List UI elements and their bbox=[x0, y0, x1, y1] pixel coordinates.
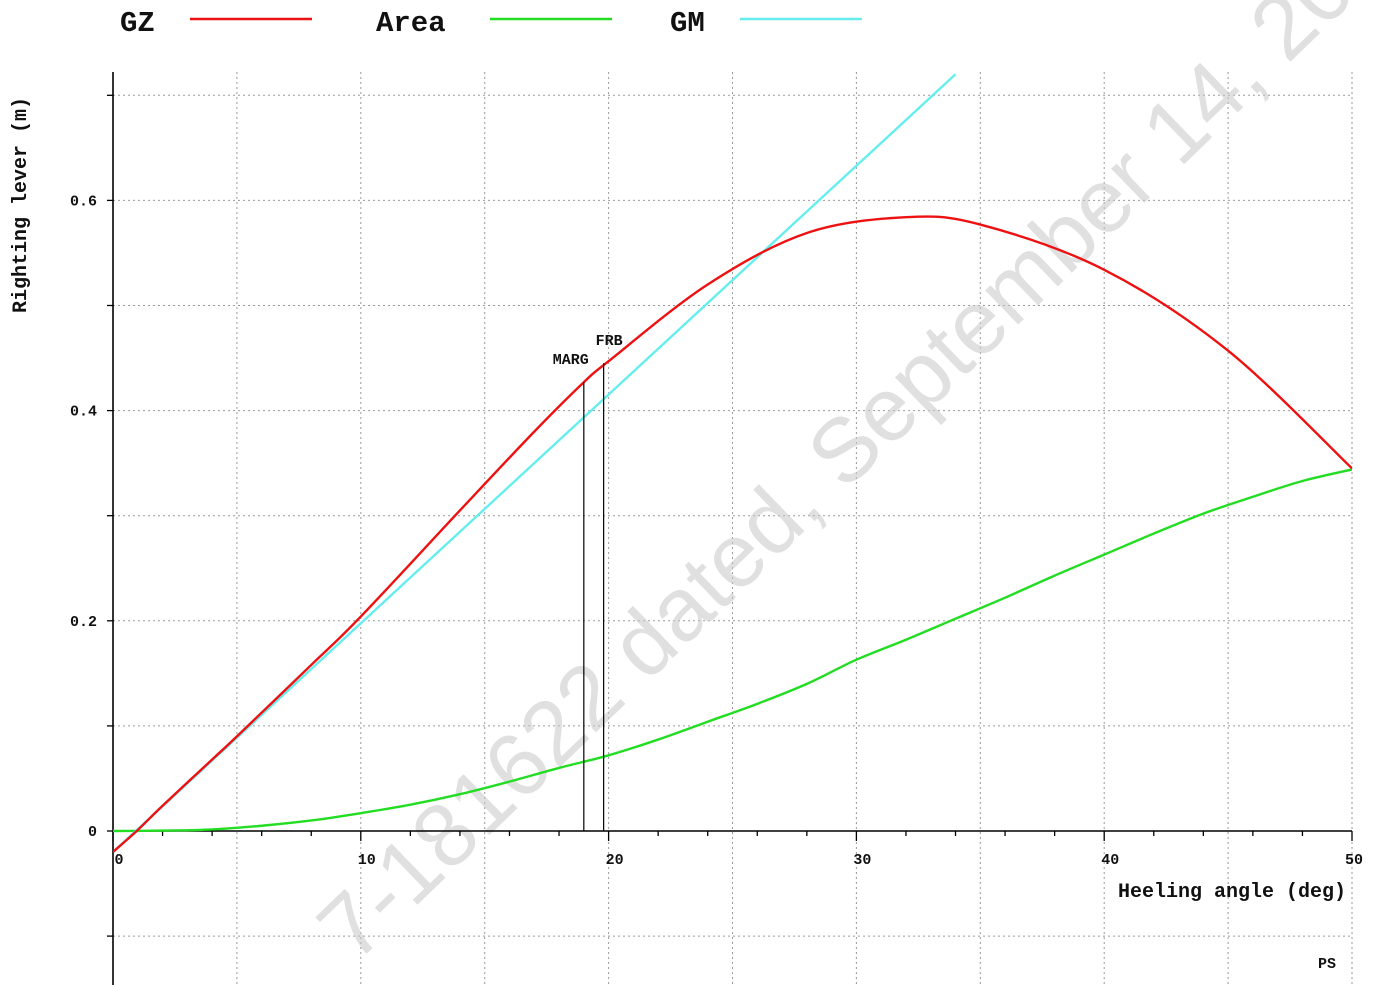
y-tick-label: 0.4 bbox=[70, 404, 97, 421]
series bbox=[113, 73, 1352, 853]
marker-label-marg: MARG bbox=[553, 352, 589, 369]
legend-label-gz: GZ bbox=[120, 7, 155, 40]
axes: 0 10 20 30 40 50 0 0.2 0.4 0.6 bbox=[70, 72, 1363, 985]
y-axis-title: Righting lever (m) bbox=[10, 97, 33, 313]
y-tick-label: 0 bbox=[88, 824, 97, 841]
x-axis-title: Heeling angle (deg) bbox=[1118, 881, 1346, 904]
series-line-gm bbox=[113, 73, 957, 853]
legend: GZ Area GM bbox=[120, 7, 862, 40]
legend-label-gm: GM bbox=[670, 7, 705, 40]
legend-label-area: Area bbox=[376, 7, 446, 40]
x-tick-label: 20 bbox=[606, 852, 624, 869]
marker-label-frb: FRB bbox=[596, 333, 623, 350]
labels: Heeling angle (deg) Righting lever (m) P… bbox=[10, 97, 1346, 973]
y-tick-label: 0.2 bbox=[70, 614, 97, 631]
x-tick-label: 40 bbox=[1101, 852, 1119, 869]
x-tick-label: 30 bbox=[853, 852, 871, 869]
x-tick-label: 10 bbox=[358, 852, 376, 869]
watermark: 7-181622 dated, September 14, 2021 bbox=[299, 0, 1380, 979]
x-tick-label: 50 bbox=[1345, 852, 1363, 869]
corner-label: PS bbox=[1318, 956, 1336, 973]
series-line-gz bbox=[113, 215, 1352, 853]
markers: MARG FRB bbox=[553, 333, 623, 831]
watermark-text: 7-181622 dated, September 14, 2021 bbox=[299, 0, 1380, 979]
x-tick-label: 0 bbox=[114, 852, 123, 869]
y-tick-label: 0.6 bbox=[70, 193, 97, 210]
series-line-area bbox=[113, 468, 1352, 833]
